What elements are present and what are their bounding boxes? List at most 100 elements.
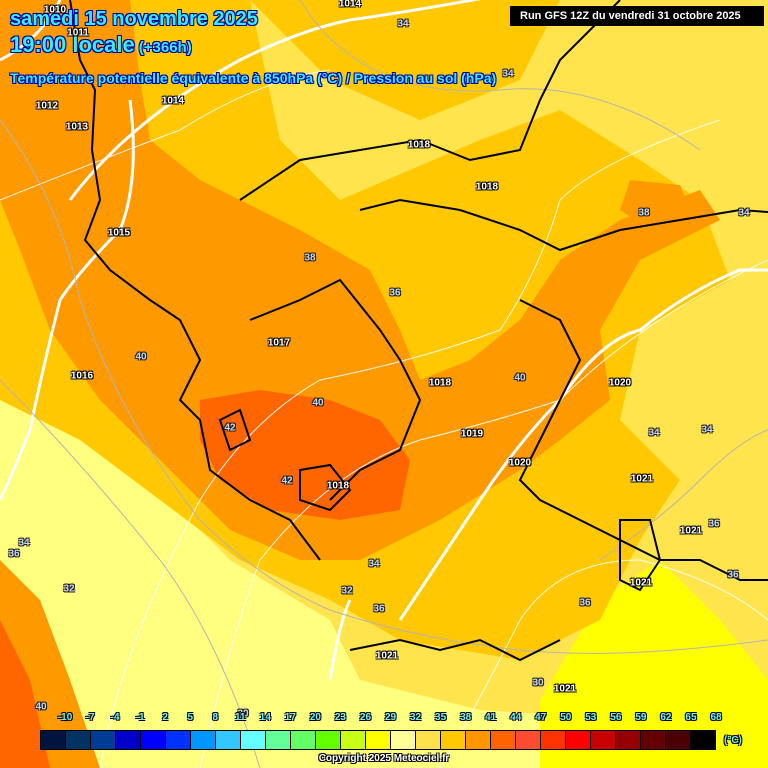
- lead-time: (+366h): [138, 39, 192, 56]
- legend-ticks: -10 -7 -4 -1 2 5 8 11 14 17 20 23 26 29 32 35 38 41 44 47 50…: [40, 712, 722, 726]
- temperature-label: 38: [304, 252, 316, 264]
- forecast-date: samedi 15 novembre 2025: [10, 8, 258, 30]
- legend-swatch: [491, 731, 516, 749]
- legend-swatch: [66, 731, 91, 749]
- legend-swatch: [191, 731, 216, 749]
- legend-tick-label: 59: [635, 712, 647, 723]
- temperature-label: 36: [389, 287, 401, 299]
- legend-tick-label: 38: [460, 712, 472, 723]
- legend-swatch: [366, 731, 391, 749]
- temperature-label: 34: [368, 558, 380, 570]
- temperature-label: 36: [708, 518, 720, 530]
- run-info-box: Run GFS 12Z du vendredi 31 octobre 2025: [510, 6, 764, 26]
- legend-swatch: [566, 731, 591, 749]
- legend-swatch: [116, 731, 141, 749]
- legend-tick-label: 2: [162, 712, 168, 723]
- legend-tick-label: 26: [359, 712, 372, 723]
- pale-yellow-zone: [0, 390, 768, 768]
- legend-tick-label: 23: [334, 712, 346, 723]
- pressure-label: 1021: [679, 525, 703, 537]
- pressure-label: 1014: [161, 95, 185, 107]
- legend-tick-label: 11: [234, 712, 246, 723]
- legend-tick-label: -4: [110, 712, 120, 723]
- temperature-label: 42: [281, 475, 293, 487]
- pressure-label: 1015: [107, 227, 131, 239]
- legend-tick-label: 32: [409, 712, 422, 723]
- legend-tick-label: 17: [284, 712, 296, 723]
- darkorange-west: [0, 620, 50, 768]
- legend-swatch: [691, 731, 715, 749]
- pressure-label: 1012: [35, 100, 59, 112]
- legend-swatch: [591, 731, 616, 749]
- pressure-label: 1013: [65, 121, 89, 133]
- temperature-label: 36: [727, 569, 739, 581]
- pressure-label: 1021: [375, 650, 399, 662]
- forecast-time: 19:00 locale (+366h): [10, 32, 192, 58]
- pressure-label: 1019: [460, 428, 484, 440]
- thin-isobars: [0, 69, 768, 768]
- legend-tick-label: 41: [485, 712, 497, 723]
- legend-tick-label: -10: [57, 712, 73, 723]
- pressure-label: 1020: [508, 457, 532, 469]
- legend-tick-label: 56: [610, 712, 622, 723]
- temperature-label: 40: [35, 701, 47, 713]
- temperature-label: 40: [514, 372, 526, 384]
- pressure-label: 1018: [475, 181, 499, 193]
- pressure-label: 1011: [67, 27, 89, 39]
- orange-patch-east: [620, 180, 690, 230]
- temperature-label: 34: [738, 207, 750, 219]
- legend-swatch: [316, 731, 341, 749]
- pressure-label: 1017: [267, 337, 291, 349]
- pressure-label: 1021: [553, 683, 577, 695]
- legend-tick-label: 50: [560, 712, 572, 723]
- legend-swatch: [666, 731, 691, 749]
- legend-tick-label: 62: [660, 712, 672, 723]
- legend-swatch: [541, 731, 566, 749]
- temperature-label: 34: [701, 424, 713, 436]
- legend-swatch: [266, 731, 291, 749]
- pressure-label: 1018: [326, 480, 350, 492]
- temperature-label: 32: [63, 583, 75, 595]
- legend-tick-label: -7: [85, 712, 95, 723]
- pressure-label: 1014: [338, 0, 362, 10]
- legend-unit: (°C): [724, 735, 742, 746]
- legend-swatch: [341, 731, 366, 749]
- coastlines: [69, 0, 768, 662]
- legend-swatch: [166, 731, 191, 749]
- legend-tick-label: 35: [435, 712, 447, 723]
- pressure-label: 1021: [629, 577, 653, 589]
- legend-tick-label: 8: [212, 712, 219, 723]
- legend-tick-label: 68: [710, 712, 722, 723]
- legend-tick-label: 65: [685, 712, 697, 723]
- temperature-label: 30: [237, 708, 249, 720]
- legend-swatch: [241, 731, 266, 749]
- pressure-label: 1018: [428, 377, 452, 389]
- temperature-label: 34: [18, 537, 30, 549]
- temperature-label: 32: [341, 585, 353, 597]
- pressure-label: 1010: [43, 4, 67, 16]
- pressure-label: 1016: [70, 370, 94, 382]
- legend-swatch: [516, 731, 541, 749]
- temperature-label: 40: [312, 397, 324, 409]
- temperature-label: 42: [224, 422, 236, 434]
- legend-tick-label: 14: [259, 712, 271, 723]
- legend-swatch: [91, 731, 116, 749]
- forecast-local-time: 19:00 locale: [10, 32, 135, 57]
- legend-tick-label: 5: [187, 712, 193, 723]
- legend-swatch: [641, 731, 666, 749]
- temperature-label: 30: [532, 677, 544, 689]
- temperature-label: 34: [648, 427, 660, 439]
- pressure-label: 1021: [630, 473, 654, 485]
- parameter-title: Température potentielle équivalente à 85…: [10, 70, 497, 86]
- legend-swatch: [41, 731, 66, 749]
- temperature-label: 36: [579, 597, 591, 609]
- legend-tick-label: 20: [309, 712, 321, 723]
- legend-swatch: [616, 731, 641, 749]
- legend-tick-label: 47: [535, 712, 547, 723]
- legend-swatch: [141, 731, 166, 749]
- color-legend: [40, 730, 716, 750]
- temperature-label: 40: [135, 351, 147, 363]
- dark-orange-core: [200, 390, 410, 520]
